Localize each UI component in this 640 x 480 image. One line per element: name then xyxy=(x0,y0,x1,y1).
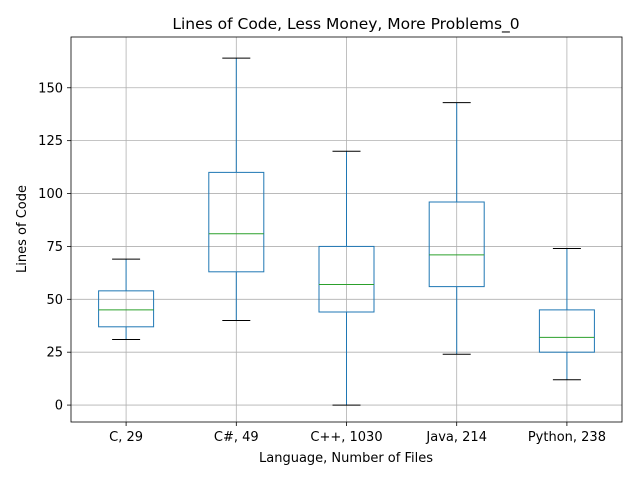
y-tick-label: 0 xyxy=(55,399,63,414)
y-tick-label: 150 xyxy=(38,81,63,96)
box-iqr xyxy=(98,290,155,328)
box-iqr xyxy=(428,201,485,288)
box-layer xyxy=(98,57,595,406)
box-iqr xyxy=(318,245,375,313)
y-tick-label: 75 xyxy=(46,240,63,255)
chart-title: Lines of Code, Less Money, More Problems… xyxy=(172,15,519,34)
box-group xyxy=(318,150,375,406)
x-axis-label: Language, Number of Files xyxy=(259,451,433,466)
box-group xyxy=(428,102,485,355)
box-iqr xyxy=(208,171,265,273)
y-tick-label: 125 xyxy=(38,134,63,149)
y-axis-label: Lines of Code xyxy=(15,185,30,273)
box-group xyxy=(98,258,155,340)
y-tick-label: 25 xyxy=(46,346,63,361)
x-tick-label: Python, 238 xyxy=(528,430,606,445)
box-iqr xyxy=(538,309,595,353)
tick-layer: 0 25 50 75 100 125 150 C, 29 C#, 49 C++, 1030 Java… xyxy=(38,81,606,445)
x-tick-label: C#, 49 xyxy=(214,430,259,445)
y-tick-label: 100 xyxy=(38,187,63,202)
y-tick-label: 50 xyxy=(46,293,63,308)
box-group xyxy=(538,248,595,381)
x-tick-label: Java, 214 xyxy=(425,430,487,445)
box-group xyxy=(208,57,265,321)
x-tick-label: C, 29 xyxy=(109,430,143,445)
x-tick-label: C++, 1030 xyxy=(310,430,382,445)
